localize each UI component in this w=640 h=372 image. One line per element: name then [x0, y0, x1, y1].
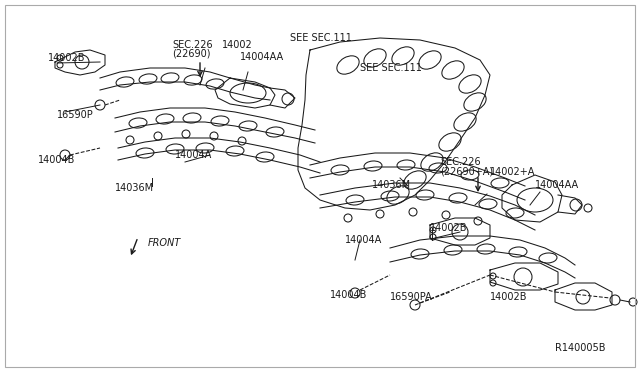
Text: 16590PA: 16590PA [390, 292, 433, 302]
Text: (22690+A): (22690+A) [440, 166, 493, 176]
Text: 14002+A: 14002+A [490, 167, 536, 177]
Text: FRONT: FRONT [148, 238, 181, 248]
Text: SEE SEC.111: SEE SEC.111 [360, 63, 422, 73]
Text: 16590P: 16590P [57, 110, 93, 120]
Text: 14004AA: 14004AA [240, 52, 284, 62]
Text: SEC.226: SEC.226 [440, 157, 481, 167]
Text: 14002B: 14002B [430, 223, 467, 233]
Text: 14004B: 14004B [38, 155, 76, 165]
Text: SEC.226: SEC.226 [172, 40, 212, 50]
Text: 14004B: 14004B [330, 290, 367, 300]
Text: 14002: 14002 [222, 40, 253, 50]
Text: 14036M: 14036M [115, 183, 154, 193]
Text: 14002B: 14002B [490, 292, 527, 302]
Text: 14004AA: 14004AA [535, 180, 579, 190]
Text: 14036M: 14036M [372, 180, 411, 190]
Text: (22690): (22690) [172, 49, 211, 59]
Text: R140005B: R140005B [555, 343, 605, 353]
Text: 14004A: 14004A [175, 150, 212, 160]
Text: 14004A: 14004A [345, 235, 382, 245]
Text: 14002B: 14002B [48, 53, 86, 63]
Text: SEE SEC.111: SEE SEC.111 [290, 33, 352, 43]
